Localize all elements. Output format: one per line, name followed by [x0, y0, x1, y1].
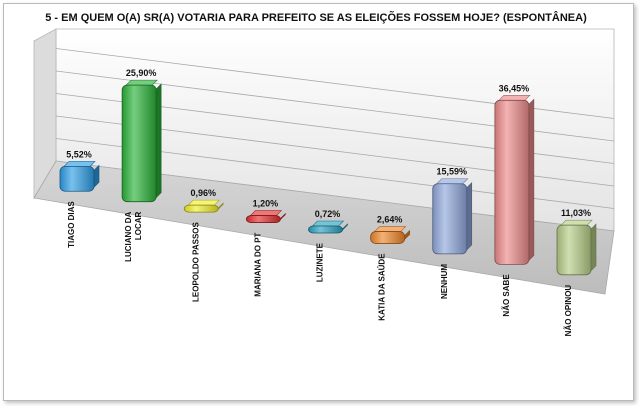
category-label: NÃO OPINOU [564, 285, 573, 337]
bar-top [560, 219, 593, 226]
bar-top [187, 199, 220, 206]
bar-top [498, 95, 531, 101]
data-label: 2,64% [377, 215, 403, 225]
category-labels: TIAGO DIAS LUCIANO DALOCAR LEOPOLDO PASSOS… [67, 201, 573, 337]
bar-side [155, 83, 162, 199]
bar-top [249, 210, 283, 216]
bar [59, 161, 100, 192]
data-label: 0,72% [315, 209, 341, 219]
bar [183, 199, 224, 213]
category-label: TIAGO DIAS [67, 201, 76, 248]
value-labels: 5,52% 25,90% 0,96% 1,20% 0,72% 2,64% 15,59% 36,… [66, 68, 591, 224]
bar [121, 79, 162, 203]
data-label: 25,90% [126, 68, 157, 78]
bar-front [121, 84, 157, 203]
bar [370, 226, 410, 244]
bar [308, 220, 348, 234]
category-label: LUZINETE [316, 242, 325, 282]
bar-top [436, 178, 469, 185]
category-label: LUCIANO DALOCAR [124, 211, 143, 261]
bar-top [311, 220, 345, 227]
bar-front [556, 224, 592, 276]
category-label: NENHUM [440, 264, 449, 299]
bar-chart: 5 - EM QUEM O(A) SR(A) VOTARIA PARA PREF… [33, 11, 615, 337]
bar-front [432, 183, 468, 255]
bar [556, 219, 597, 276]
category-label: KATIA DA SAÚDE [378, 253, 387, 321]
bar-front [183, 204, 219, 213]
bar-side [590, 223, 597, 272]
bar-front [245, 215, 281, 223]
bar-front [370, 231, 406, 244]
data-label: 1,20% [253, 199, 279, 209]
bar-side [466, 182, 473, 251]
bar-front [494, 99, 530, 265]
data-label: 11,03% [561, 208, 591, 218]
bar [432, 178, 473, 255]
bar-side [528, 98, 535, 262]
chart-title: 5 - EM QUEM O(A) SR(A) VOTARIA PARA PREF… [45, 11, 587, 24]
bar [494, 95, 535, 265]
bar-front [308, 225, 343, 234]
bar-front [59, 165, 95, 192]
data-label: 5,52% [66, 149, 92, 159]
bar-top [373, 226, 407, 232]
bar [245, 210, 286, 223]
bars [59, 79, 597, 276]
bar-top [63, 161, 96, 167]
category-label: NÃO SABE [502, 274, 511, 317]
category-label: MARIANA DO PT [253, 232, 262, 296]
data-label: 36,45% [499, 83, 530, 93]
data-label: 0,96% [190, 188, 216, 198]
chart-frame: 5 - EM QUEM O(A) SR(A) VOTARIA PARA PREF… [3, 3, 634, 401]
category-label: LEOPOLDO PASSOS [191, 221, 200, 302]
data-label: 15,59% [436, 167, 467, 177]
bar-top [125, 79, 158, 86]
